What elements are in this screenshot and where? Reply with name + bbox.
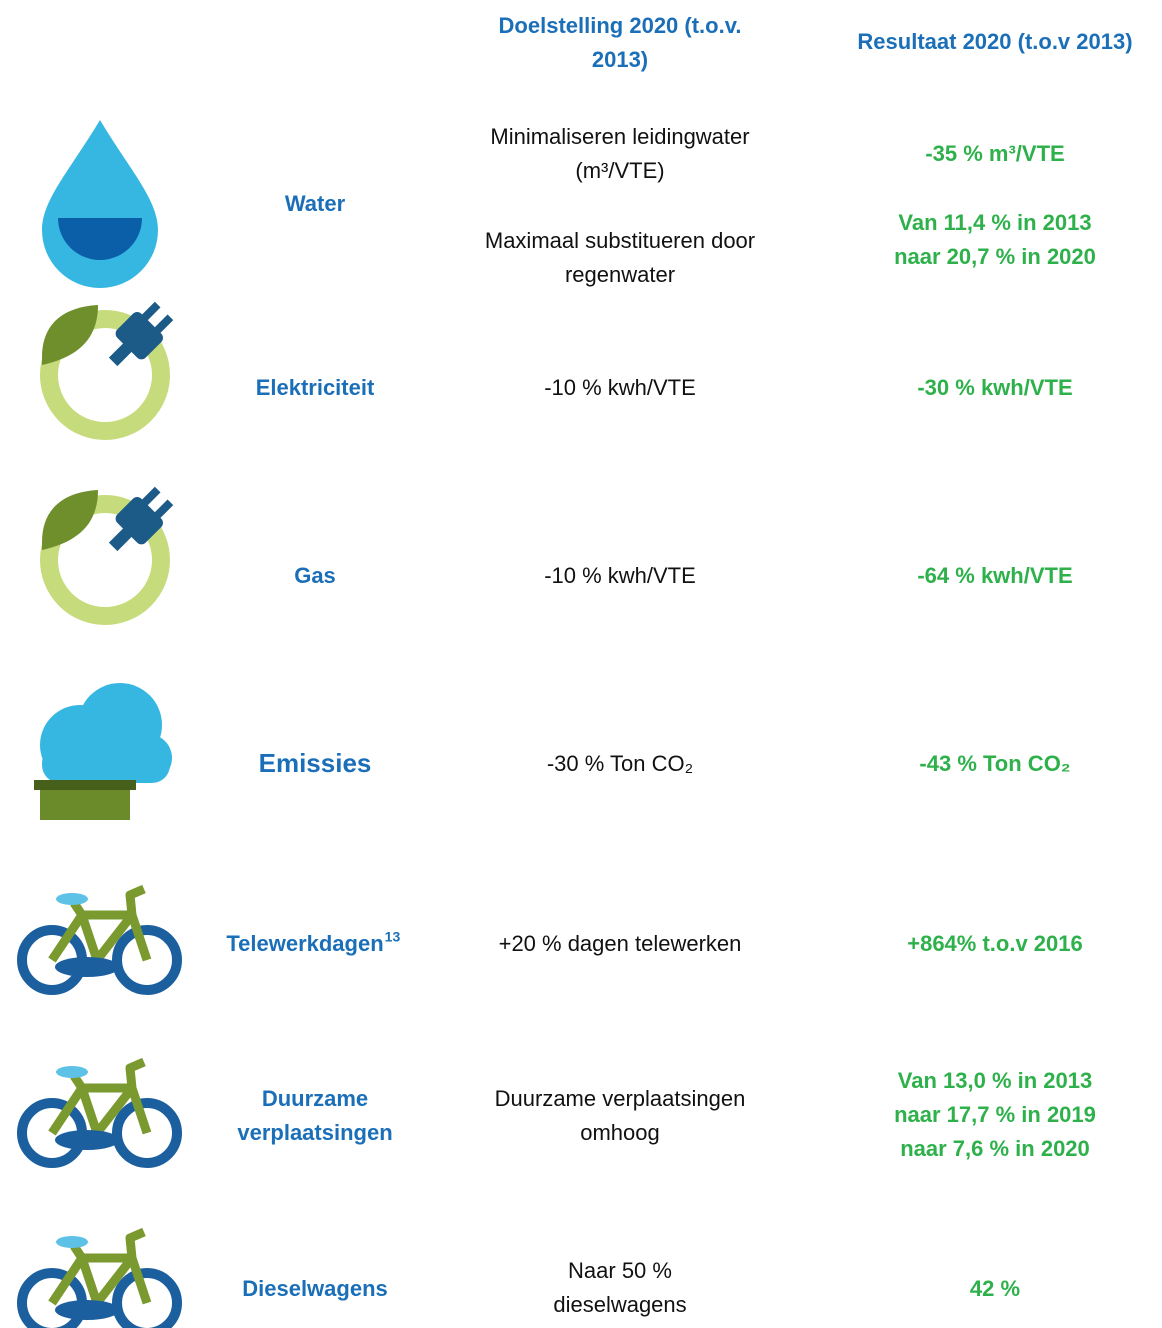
target-text: -10 % kwh/VTE [544, 563, 696, 588]
target-text: +20 % dagen telewerken [499, 931, 742, 956]
icon-emissions [34, 683, 172, 820]
icon-diesel [22, 1232, 177, 1328]
target-text: -10 % kwh/VTE [544, 375, 696, 400]
target-text: dieselwagens [553, 1292, 686, 1317]
result-text: -64 % kwh/VTE [917, 563, 1072, 588]
result-text: naar 20,7 % in 2020 [894, 244, 1096, 269]
column-header: Resultaat 2020 (t.o.v 2013) [857, 29, 1132, 54]
target-text: Minimaliseren leidingwater [490, 124, 749, 149]
row-label: Gas [294, 563, 336, 588]
result-text: -35 % m³/VTE [925, 141, 1064, 166]
icon-telework [22, 889, 177, 990]
row-label: Water [285, 191, 346, 216]
footnote: 13 [385, 929, 401, 945]
row-label: Dieselwagens [242, 1276, 388, 1301]
result-text: -43 % Ton CO₂ [919, 751, 1070, 776]
target-text: Naar 50 % [568, 1258, 672, 1283]
target-text: Duurzame verplaatsingen [495, 1086, 746, 1111]
icon-water [42, 120, 158, 288]
row-label: Duurzame [262, 1086, 368, 1111]
target-text: regenwater [565, 262, 675, 287]
icon-electricity [42, 297, 178, 431]
result-text: +864% t.o.v 2016 [907, 931, 1083, 956]
target-text: -30 % Ton CO₂ [547, 751, 693, 776]
row-label: Elektriciteit [256, 375, 375, 400]
column-header: 2013) [592, 47, 648, 72]
icon-sustainable-travel [22, 1062, 177, 1163]
target-text: Maximaal substitueren door [485, 228, 755, 253]
row-label: verplaatsingen [237, 1120, 392, 1145]
icon-gas [42, 482, 178, 616]
result-text: naar 7,6 % in 2020 [900, 1136, 1090, 1161]
target-text: (m³/VTE) [575, 158, 664, 183]
result-text: naar 17,7 % in 2019 [894, 1102, 1096, 1127]
result-text: 42 % [970, 1276, 1020, 1301]
row-label: Emissies [259, 748, 372, 778]
result-text: Van 13,0 % in 2013 [898, 1068, 1092, 1093]
column-header: Doelstelling 2020 (t.o.v. [499, 13, 742, 38]
target-text: omhoog [580, 1120, 660, 1145]
result-text: -30 % kwh/VTE [917, 375, 1072, 400]
result-text: Van 11,4 % in 2013 [898, 210, 1091, 235]
row-label: Telewerkdagen [226, 931, 383, 956]
